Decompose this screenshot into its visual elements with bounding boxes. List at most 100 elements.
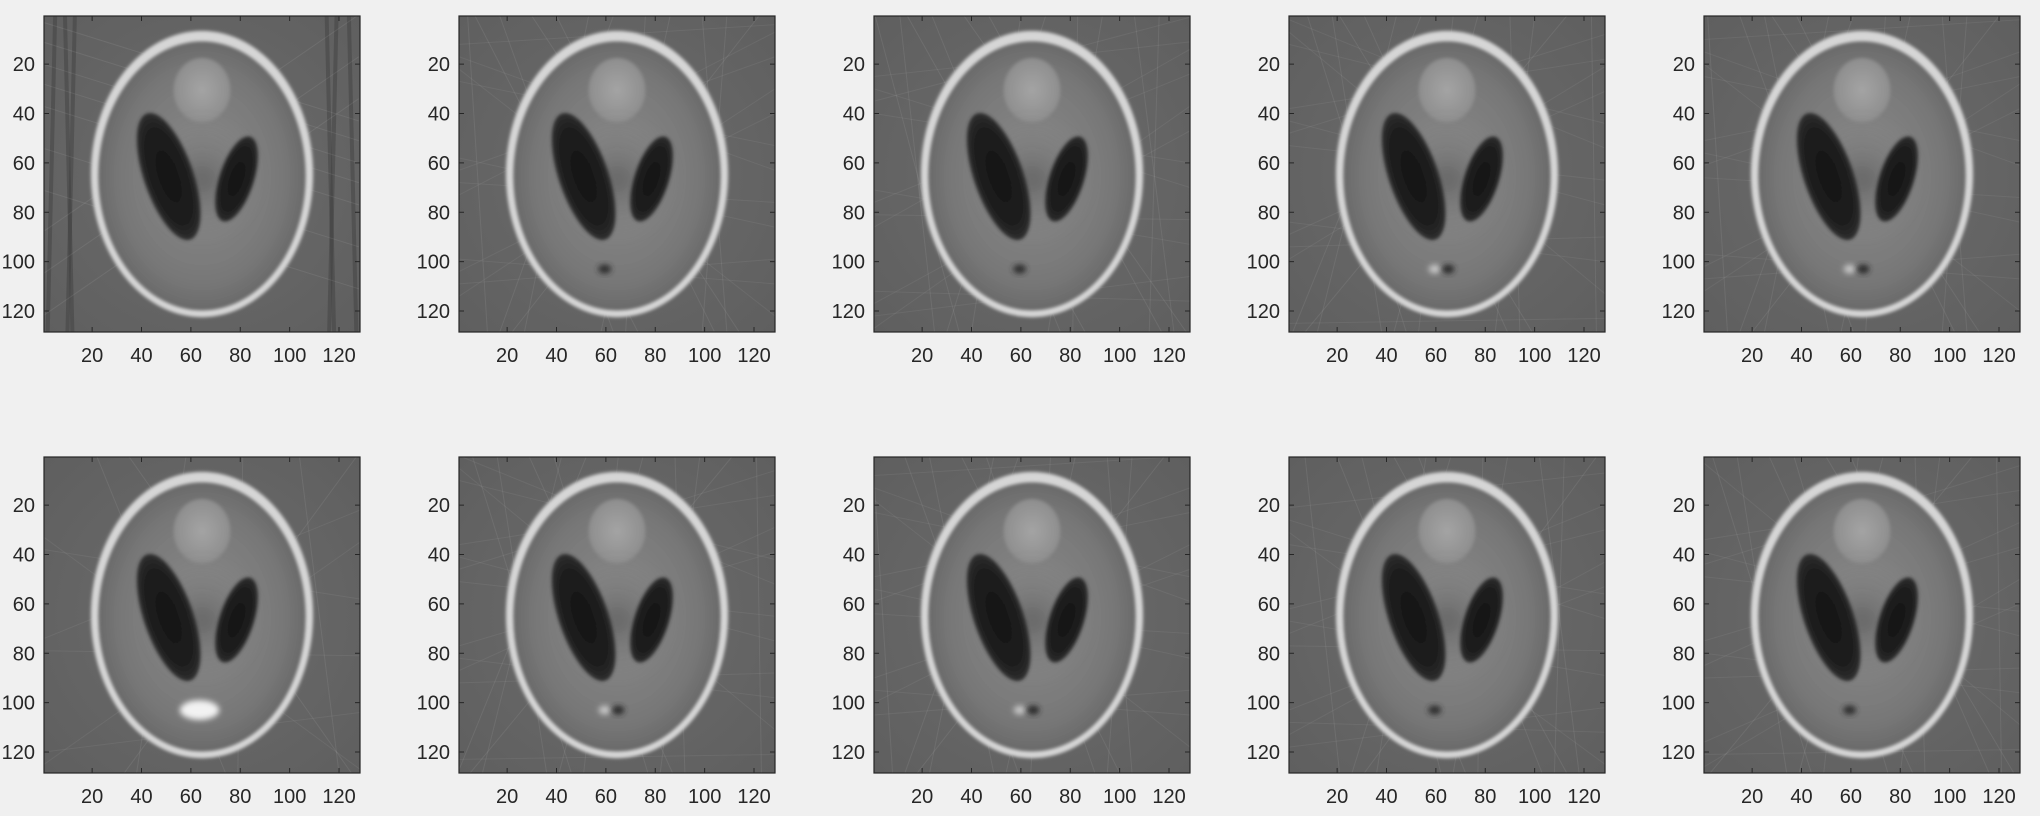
- y-tick-label: 20: [1673, 495, 1695, 517]
- streak-line: [874, 457, 1179, 477]
- x-tick-label: 80: [1889, 786, 1911, 808]
- y-tick-label: 120: [832, 301, 865, 323]
- y-tick-label: 60: [428, 153, 450, 175]
- top-circle: [588, 57, 646, 123]
- y-tick-label: 20: [843, 54, 865, 76]
- phantom-image: [1704, 16, 2020, 332]
- x-tick-label: 80: [644, 786, 666, 808]
- right-dark-ellipse: [630, 136, 673, 222]
- subplot-10: 20 40 60 80 100 120 20 40 60 80 100 120: [1662, 456, 2021, 808]
- x-tick-label: 20: [496, 345, 518, 367]
- subplot-7: 20 40 60 80 100 120 20 40 60 80 100 120: [417, 456, 776, 808]
- left-dark-ellipse: [1796, 553, 1861, 682]
- streak-line: [65, 16, 77, 332]
- x-tick-label: 80: [644, 345, 666, 367]
- subplot-1: 20 40 60 80 100 120 20 40 60 80 100 120: [2, 15, 361, 367]
- x-tick-label: 100: [1518, 786, 1551, 808]
- bright-dot: [1843, 264, 1856, 274]
- y-tick-label: 20: [13, 54, 35, 76]
- x-tick-label: 40: [545, 786, 567, 808]
- dark-dot: [1027, 705, 1040, 715]
- top-circle: [1833, 498, 1891, 564]
- x-tick-label: 100: [1933, 786, 1966, 808]
- x-tick-label: 20: [1326, 345, 1348, 367]
- y-tick-label: 80: [1673, 643, 1695, 665]
- left-dark-ellipse: [1381, 112, 1446, 241]
- x-tick-label: 80: [1474, 786, 1496, 808]
- y-tick-label: 40: [843, 104, 865, 126]
- x-tick-label: 60: [595, 345, 617, 367]
- axes-box: [458, 456, 776, 774]
- bottom-feature: [1013, 264, 1027, 274]
- x-tick-label: 80: [1059, 786, 1081, 808]
- y-tick-label: 100: [2, 252, 35, 274]
- dark-dot: [612, 705, 625, 715]
- axes-box: [1288, 456, 1606, 774]
- left-dark-ellipse: [136, 553, 201, 682]
- x-tick-label: 60: [180, 345, 202, 367]
- subplot-4: 20 40 60 80 100 120 20 40 60 80 100 120: [1247, 15, 1606, 367]
- right-dark-ellipse: [1875, 136, 1918, 222]
- streak-line: [874, 468, 894, 773]
- streak-line: [467, 16, 488, 332]
- y-tick-label: 120: [1662, 742, 1695, 764]
- subplot-8: 20 40 60 80 100 120 20 40 60 80 100 120: [832, 456, 1191, 808]
- right-dark-ellipse: [215, 577, 258, 663]
- y-tick-label: 60: [1258, 153, 1280, 175]
- y-tick-label: 60: [843, 594, 865, 616]
- y-tick-label: 80: [843, 202, 865, 224]
- x-tick-label: 120: [1982, 786, 2015, 808]
- x-tick-label: 100: [273, 786, 306, 808]
- x-tick-label: 20: [496, 786, 518, 808]
- y-tick-label: 120: [2, 742, 35, 764]
- y-tick-label: 100: [1662, 693, 1695, 715]
- left-dark-ellipse: [1381, 553, 1446, 682]
- right-dark-ellipse: [1460, 136, 1503, 222]
- bottom-feature: [598, 264, 612, 274]
- dark-dot: [598, 264, 612, 274]
- x-tick-label: 80: [229, 345, 251, 367]
- x-tick-label: 20: [81, 786, 103, 808]
- left-dark-ellipse: [1796, 112, 1861, 241]
- bottom-feature: [179, 700, 220, 720]
- bright-blob: [179, 700, 220, 720]
- axes-box: [873, 456, 1191, 774]
- y-tick-label: 40: [13, 104, 35, 126]
- y-tick-label: 60: [1673, 153, 1695, 175]
- streak-line: [62, 16, 75, 332]
- x-tick-label: 20: [911, 786, 933, 808]
- x-tick-label: 60: [1425, 345, 1447, 367]
- x-tick-label: 60: [1840, 786, 1862, 808]
- phantom-image: [874, 16, 1190, 332]
- streak-line: [1304, 457, 1341, 773]
- subplot-9: 20 40 60 80 100 120 20 40 60 80 100 120: [1247, 456, 1606, 808]
- left-dark-ellipse: [551, 112, 616, 241]
- y-tick-label: 40: [13, 545, 35, 567]
- y-tick-label: 80: [843, 643, 865, 665]
- phantom-image: [1289, 16, 1605, 332]
- x-tick-label: 40: [1790, 786, 1812, 808]
- axes-box: [1703, 456, 2021, 774]
- y-tick-label: 120: [417, 742, 450, 764]
- phantom-image: [1704, 457, 2020, 773]
- streak-line: [1148, 16, 1160, 332]
- x-tick-label: 20: [1326, 786, 1348, 808]
- x-tick-label: 120: [322, 345, 355, 367]
- x-tick-label: 120: [322, 786, 355, 808]
- y-tick-label: 100: [1247, 252, 1280, 274]
- bright-dot: [1428, 264, 1441, 274]
- right-dark-ellipse: [1460, 577, 1503, 663]
- x-tick-label: 120: [1982, 345, 2015, 367]
- x-tick-label: 100: [273, 345, 306, 367]
- streak-line: [1133, 16, 1175, 332]
- streak-line: [324, 16, 337, 332]
- y-tick-label: 20: [843, 495, 865, 517]
- y-tick-label: 40: [1258, 545, 1280, 567]
- subplot-6: 20 40 60 80 100 120 20 40 60 80 100 120: [2, 456, 361, 808]
- streak-line: [1590, 16, 1597, 332]
- y-tick-label: 100: [1662, 252, 1695, 274]
- y-tick-label: 20: [428, 54, 450, 76]
- y-tick-label: 20: [1673, 54, 1695, 76]
- y-tick-label: 40: [1673, 104, 1695, 126]
- streak-line: [45, 16, 58, 332]
